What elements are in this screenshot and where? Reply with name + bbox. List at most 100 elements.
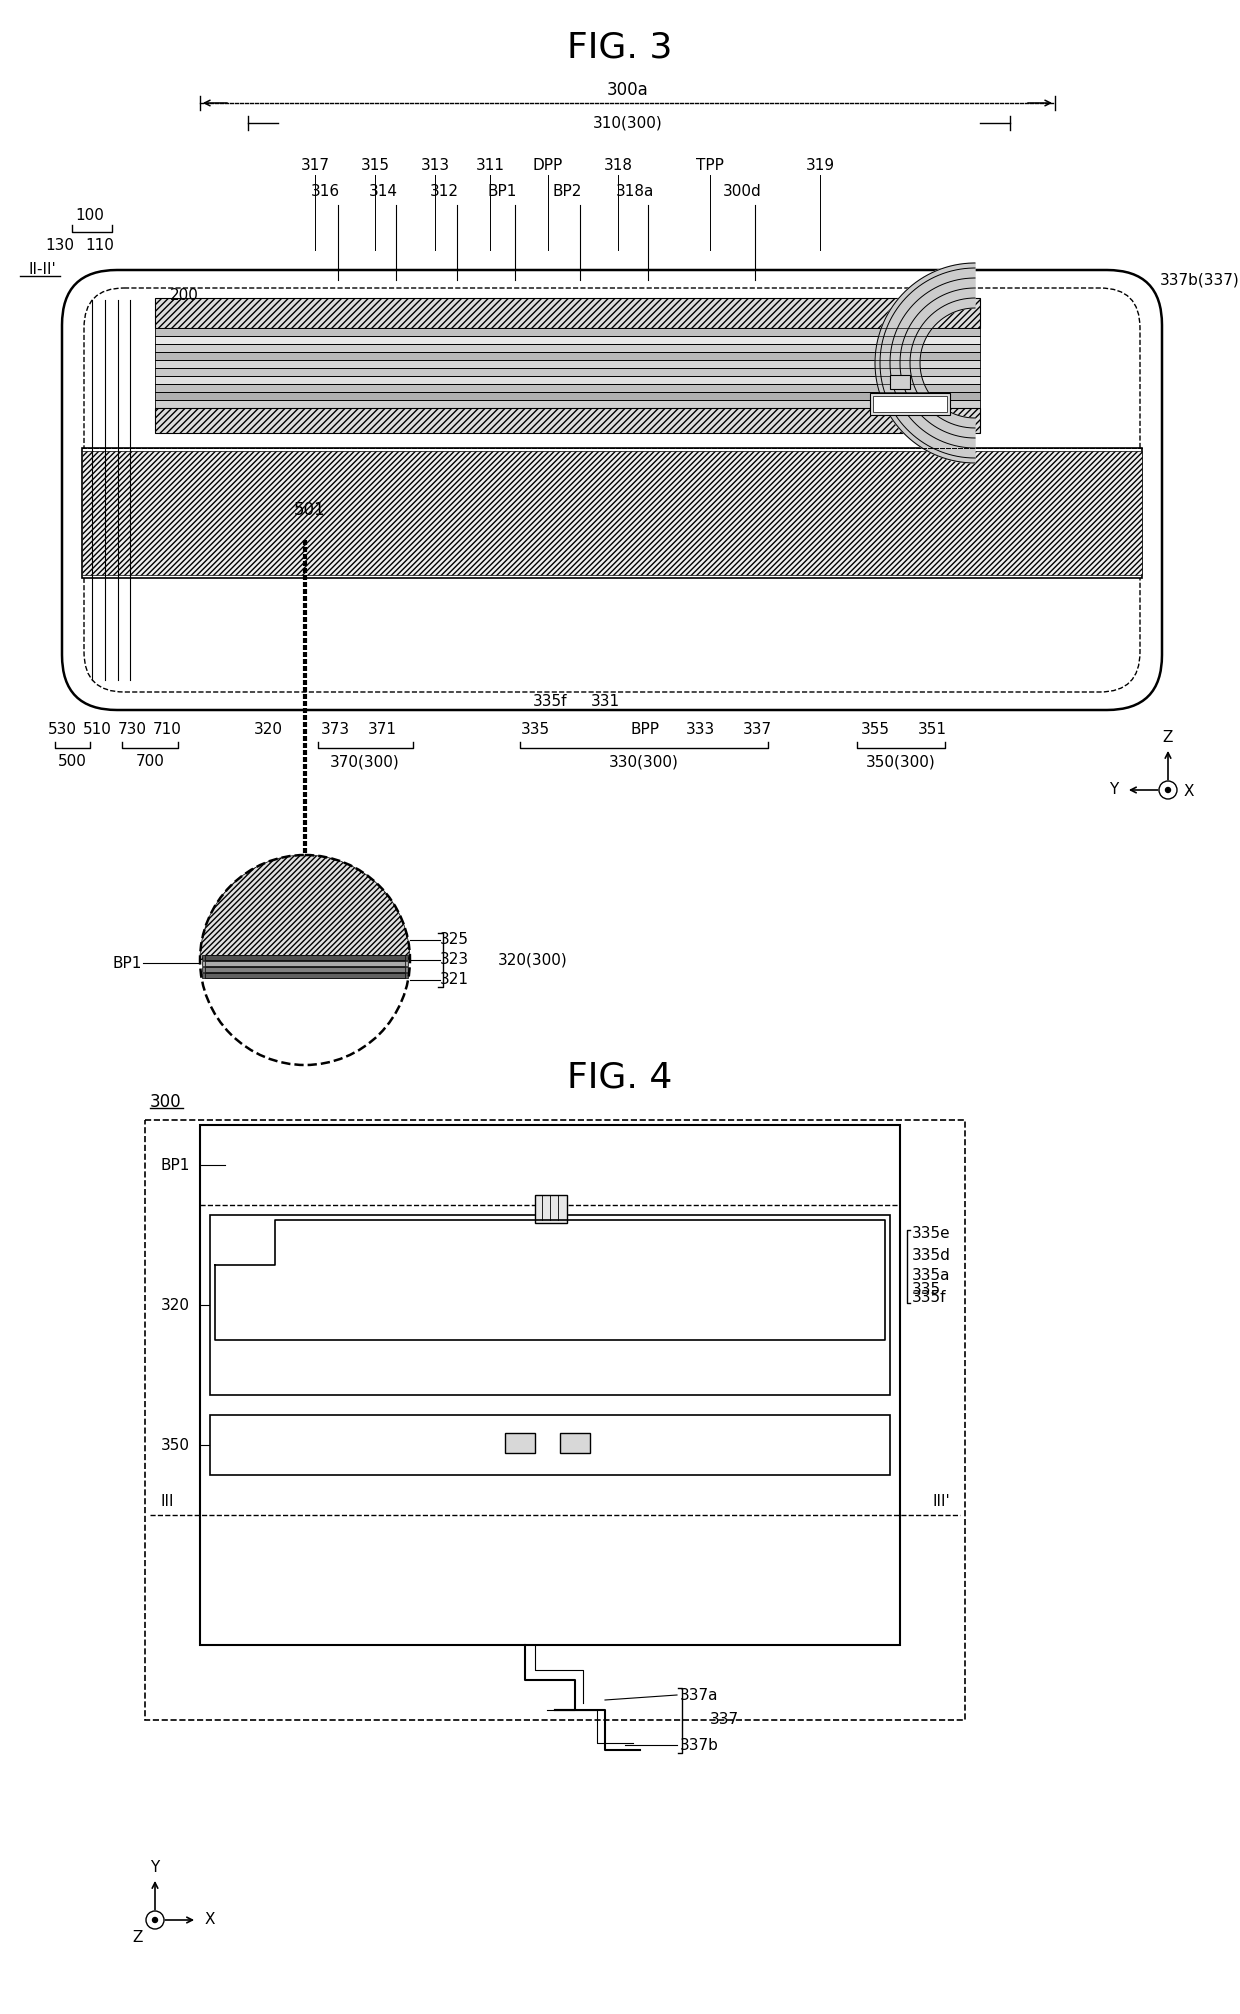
- Text: 501: 501: [294, 501, 326, 520]
- Text: 335f: 335f: [533, 695, 567, 709]
- Bar: [155, 369, 980, 377]
- FancyBboxPatch shape: [62, 270, 1162, 711]
- Text: 335: 335: [911, 1283, 941, 1297]
- Wedge shape: [200, 961, 410, 1065]
- Text: 351: 351: [918, 723, 946, 737]
- Text: 350(300): 350(300): [866, 755, 936, 769]
- Text: 313: 313: [420, 157, 450, 173]
- Text: II-II': II-II': [29, 262, 56, 278]
- Text: FIG. 4: FIG. 4: [568, 1061, 672, 1096]
- Text: BP1: BP1: [161, 1158, 190, 1172]
- Bar: [202, 967, 408, 973]
- Text: BP2: BP2: [552, 185, 582, 199]
- Bar: [505, 1434, 534, 1452]
- Polygon shape: [875, 264, 975, 463]
- Bar: [206, 973, 404, 979]
- Bar: [155, 393, 980, 401]
- Text: 337: 337: [711, 1712, 739, 1728]
- Bar: [145, 1120, 965, 1720]
- Wedge shape: [200, 856, 410, 961]
- Text: 335e: 335e: [911, 1225, 951, 1241]
- Bar: [82, 451, 1142, 576]
- Text: 335f: 335f: [911, 1289, 946, 1305]
- Bar: [560, 1434, 590, 1452]
- Text: 325: 325: [440, 932, 469, 947]
- Text: 320: 320: [253, 723, 283, 737]
- Bar: [202, 961, 408, 967]
- Text: 335: 335: [521, 723, 549, 737]
- Text: III: III: [160, 1494, 174, 1510]
- Text: 100: 100: [74, 207, 104, 222]
- Text: 331: 331: [590, 695, 620, 709]
- Bar: [202, 973, 408, 979]
- Text: 333: 333: [686, 723, 714, 737]
- Bar: [155, 336, 980, 344]
- Text: 318: 318: [604, 157, 632, 173]
- Text: 300a: 300a: [606, 81, 649, 99]
- Text: 710: 710: [153, 723, 181, 737]
- Bar: [206, 961, 404, 967]
- Circle shape: [153, 1917, 157, 1923]
- Bar: [206, 955, 404, 961]
- Bar: [870, 393, 950, 415]
- Bar: [155, 401, 980, 409]
- Text: Z: Z: [133, 1929, 143, 1944]
- Text: 350: 350: [161, 1438, 190, 1452]
- FancyBboxPatch shape: [84, 288, 1140, 693]
- Text: 314: 314: [368, 185, 398, 199]
- Text: 337a: 337a: [680, 1688, 718, 1702]
- Text: 337b: 337b: [680, 1738, 719, 1752]
- Text: X: X: [1184, 785, 1194, 800]
- Text: 312: 312: [429, 185, 459, 199]
- Text: 130: 130: [46, 238, 74, 252]
- Text: 355: 355: [861, 723, 889, 737]
- Text: 337b(337): 337b(337): [1159, 272, 1240, 288]
- Text: 311: 311: [475, 157, 505, 173]
- Text: Y: Y: [150, 1859, 160, 1875]
- Bar: [534, 1194, 567, 1222]
- Bar: [155, 377, 980, 385]
- Text: BP1: BP1: [113, 955, 143, 971]
- Bar: [155, 328, 980, 336]
- Text: Y: Y: [1110, 783, 1118, 798]
- Bar: [890, 375, 910, 389]
- Bar: [155, 409, 980, 433]
- Bar: [155, 361, 980, 369]
- Text: Z: Z: [1163, 731, 1173, 745]
- Text: 300: 300: [150, 1094, 181, 1112]
- Bar: [210, 1416, 890, 1474]
- Circle shape: [146, 1911, 164, 1929]
- Text: 335d: 335d: [911, 1247, 951, 1263]
- Text: X: X: [205, 1913, 216, 1927]
- Text: 337: 337: [743, 723, 771, 737]
- Bar: [210, 1214, 890, 1396]
- Bar: [155, 385, 980, 393]
- Text: 316: 316: [310, 185, 340, 199]
- Text: 315: 315: [361, 157, 389, 173]
- Bar: [155, 352, 980, 361]
- Bar: [873, 397, 947, 413]
- Text: TPP: TPP: [696, 157, 724, 173]
- Bar: [206, 967, 404, 973]
- Text: 373: 373: [320, 723, 350, 737]
- Text: 323: 323: [440, 953, 469, 967]
- Text: 370(300): 370(300): [330, 755, 399, 769]
- Text: 321: 321: [440, 973, 469, 987]
- Bar: [202, 955, 408, 961]
- Text: 200: 200: [170, 288, 198, 302]
- FancyBboxPatch shape: [155, 298, 980, 328]
- Bar: [200, 1126, 900, 1645]
- Text: 317: 317: [300, 157, 330, 173]
- Text: 300d: 300d: [723, 185, 761, 199]
- Text: 700: 700: [135, 755, 165, 769]
- Text: 320(300): 320(300): [498, 953, 568, 967]
- Text: 330(300): 330(300): [609, 755, 680, 769]
- Bar: [82, 447, 1142, 578]
- Circle shape: [1159, 781, 1177, 800]
- Text: 730: 730: [118, 723, 146, 737]
- Text: DPP: DPP: [533, 157, 563, 173]
- Text: 335a: 335a: [911, 1267, 951, 1283]
- Text: 510: 510: [83, 723, 112, 737]
- Bar: [155, 344, 980, 352]
- Text: 530: 530: [47, 723, 77, 737]
